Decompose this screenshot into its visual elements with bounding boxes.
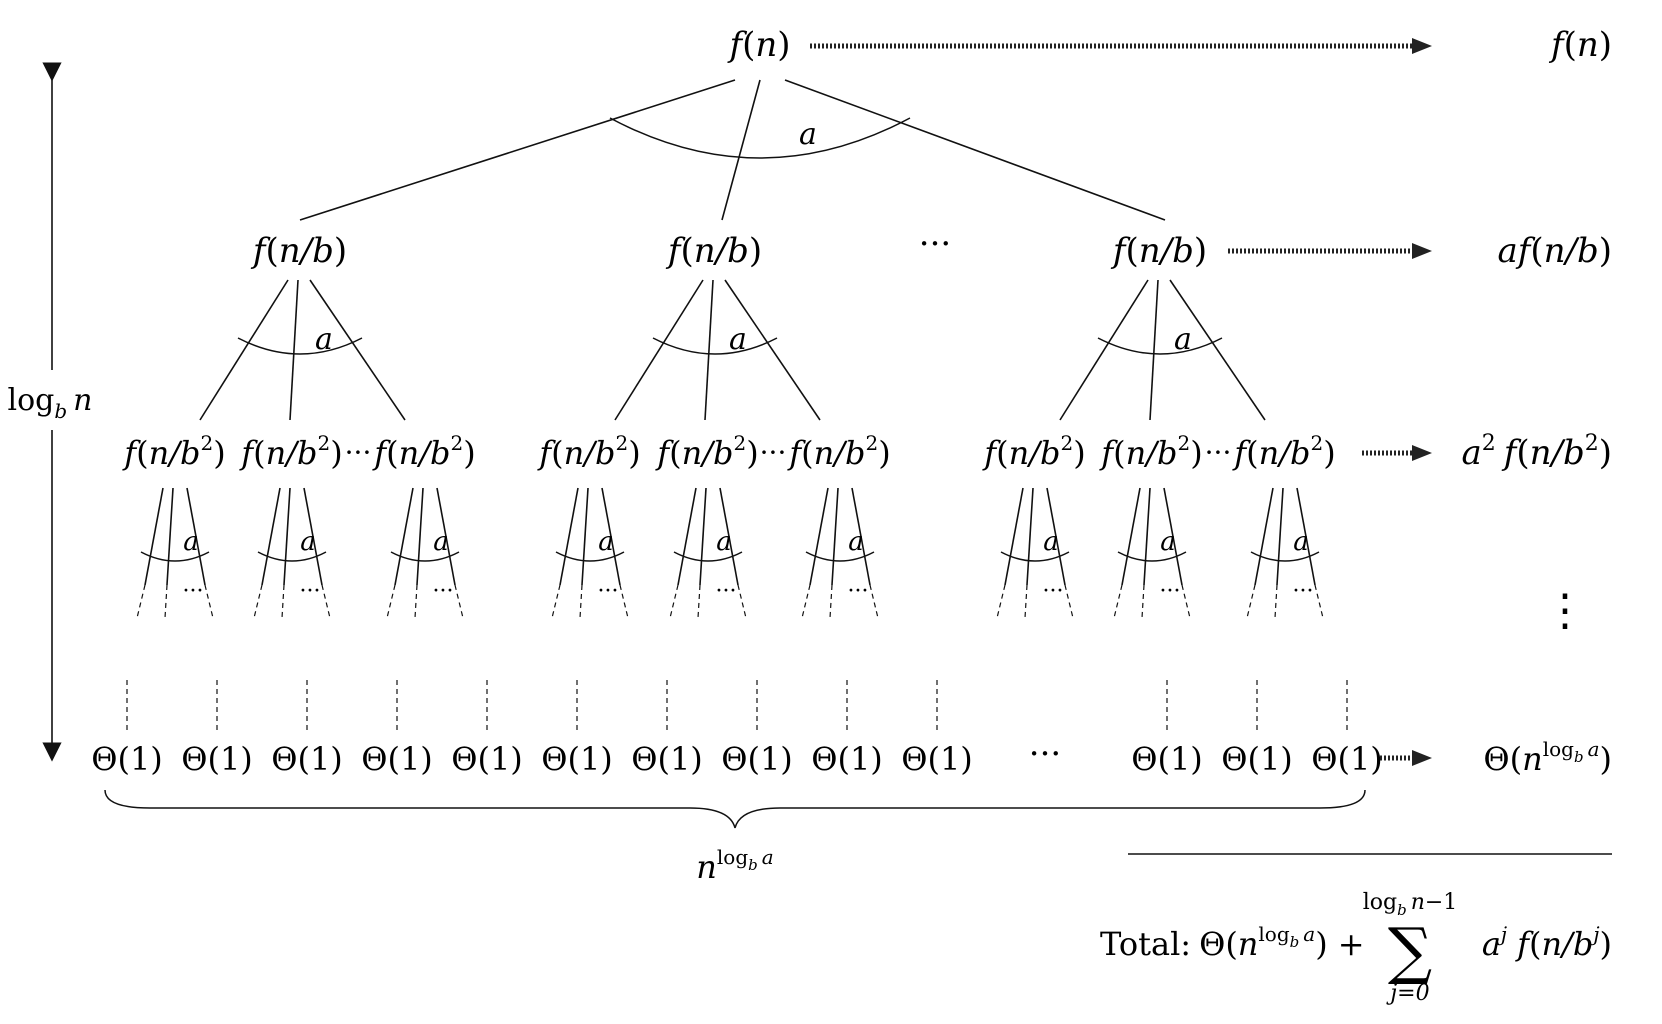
level2-nodes: f(n/b2) f(n/b2) f(n/b2) f(n/b2) f(n/b2) f(n/b… xyxy=(122,431,1335,472)
subtree: a ··· xyxy=(669,487,747,619)
subtree-ellipsis: ··· xyxy=(1160,579,1181,604)
sum-term: aj f(n/bj) xyxy=(1482,922,1612,963)
row-arrows xyxy=(810,38,1432,766)
level1-branch-label: a xyxy=(1174,322,1192,357)
leaf-node: Θ(1) xyxy=(451,740,523,778)
subtree-branch-label: a xyxy=(1160,527,1176,557)
level2-node: f(n/b2) xyxy=(537,431,640,472)
leaf-node: Θ(1) xyxy=(721,740,793,778)
subtree: a ··· xyxy=(386,487,464,619)
level2-node: f(n/b2) xyxy=(239,431,342,472)
level2-node: f(n/b2) xyxy=(655,431,758,472)
leaf-node: Θ(1) xyxy=(901,740,973,778)
level2-node: f(n/b2) xyxy=(1232,431,1335,472)
sum-upper-limit: logb n−1 xyxy=(1363,890,1458,919)
subtree-branch-label: a xyxy=(848,527,864,557)
row-cost-0: f(n) xyxy=(1548,25,1612,65)
leaf-node: Θ(1) xyxy=(811,740,883,778)
subtree: a ··· xyxy=(996,487,1074,619)
subtree-branch-label: a xyxy=(183,527,199,557)
subtree-branch-label: a xyxy=(433,527,449,557)
subtree: a ··· xyxy=(551,487,629,619)
leaf-count-label: nlogb a xyxy=(696,845,773,886)
root-branch-arc xyxy=(609,117,911,159)
root-branch-label: a xyxy=(799,117,817,152)
leaf-node: Θ(1) xyxy=(91,740,163,778)
sum-lower-limit: j=0 xyxy=(1385,981,1429,1006)
subtree-ellipsis: ··· xyxy=(433,579,454,604)
leaf-node: Θ(1) xyxy=(181,740,253,778)
total-label: Total: xyxy=(1100,925,1191,963)
level1-node: f(n/b) xyxy=(250,231,347,271)
subtree: a ··· xyxy=(1113,487,1191,619)
leaf-node: Θ(1) xyxy=(1131,740,1203,778)
level2-node: f(n/b2) xyxy=(1099,431,1202,472)
level2-ellipsis: ··· xyxy=(1205,436,1232,469)
subtree-ellipsis: ··· xyxy=(848,579,869,604)
leaf-node: Θ(1) xyxy=(1221,740,1293,778)
row-cost-leaves: Θ(nlogb a) xyxy=(1483,737,1612,778)
level2-node: f(n/b2) xyxy=(787,431,890,472)
leaf-row: Θ(1) Θ(1) Θ(1) Θ(1) Θ(1) Θ(1) Θ(1) Θ(1) Θ(1) Θ(1)… xyxy=(91,740,1383,778)
subtree-ellipsis: ··· xyxy=(598,579,619,604)
row-vdots: ⋮ xyxy=(1543,585,1587,636)
level1-node: f(n/b) xyxy=(1110,231,1207,271)
subtree-ellipsis: ··· xyxy=(716,579,737,604)
row-cost-2: a2 f(n/b2) xyxy=(1461,431,1612,473)
level1-node: f(n/b) xyxy=(665,231,762,271)
subtree: a ··· xyxy=(1246,487,1324,619)
leaf-node: Θ(1) xyxy=(361,740,433,778)
subtree-ellipsis: ··· xyxy=(183,579,204,604)
subtree: a ··· xyxy=(136,487,214,619)
level2-ellipsis: ··· xyxy=(760,436,787,469)
level1-ellipsis: ··· xyxy=(919,224,951,264)
leaf-node: Θ(1) xyxy=(1311,740,1383,778)
sum-symbol: ∑ xyxy=(1388,914,1432,987)
subtree-ellipsis: ··· xyxy=(1293,579,1314,604)
root-edges xyxy=(299,79,1166,221)
subtree-branch-label: a xyxy=(1293,527,1309,557)
level2-node: f(n/b2) xyxy=(122,431,225,472)
subtree-ellipsis: ··· xyxy=(1043,579,1064,604)
subtree: a ··· xyxy=(253,487,331,619)
level2-node: f(n/b2) xyxy=(372,431,475,472)
level1-edges xyxy=(199,279,1266,421)
level1-branch-label: a xyxy=(315,322,333,357)
subtree-branch-label: a xyxy=(598,527,614,557)
level2-subtrees: a ··· a ··· a ··· a ··· a ··· a ··· a ··· a ··· a ··· xyxy=(136,487,1324,619)
subtree-branch-label: a xyxy=(716,527,732,557)
subtree-branch-label: a xyxy=(300,527,316,557)
leaf-connectors xyxy=(126,680,1348,732)
leaf-ellipsis: ··· xyxy=(1029,734,1061,774)
subtree-branch-label: a xyxy=(1043,527,1059,557)
leaf-node: Θ(1) xyxy=(631,740,703,778)
height-label: logb n xyxy=(7,383,92,423)
leaf-node: Θ(1) xyxy=(541,740,613,778)
subtree-ellipsis: ··· xyxy=(300,579,321,604)
total-expression: Total: Θ(nlogb a) + ∑ logb n−1 j=0 aj f(n/bj) xyxy=(1100,890,1612,1006)
leaf-node: Θ(1) xyxy=(271,740,343,778)
root-node: f(n) xyxy=(726,25,790,65)
subtree: a ··· xyxy=(801,487,879,619)
level1-branch-label: a xyxy=(729,322,747,357)
row-cost-1: af(n/b) xyxy=(1497,231,1612,271)
level2-node: f(n/b2) xyxy=(982,431,1085,472)
level2-ellipsis: ··· xyxy=(345,436,372,469)
leaf-count-brace xyxy=(104,789,1366,829)
